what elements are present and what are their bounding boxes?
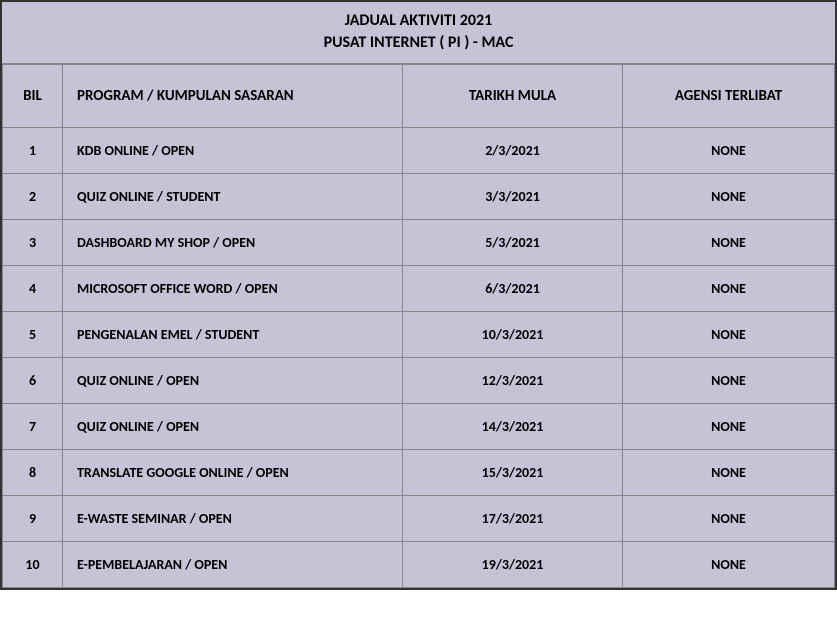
cell-bil: 3 (3, 219, 63, 265)
cell-program: QUIZ ONLINE / STUDENT (63, 173, 403, 219)
cell-program: TRANSLATE GOOGLE ONLINE / OPEN (63, 449, 403, 495)
table-row: 10 E-PEMBELAJARAN / OPEN 19/3/2021 NONE (3, 541, 835, 587)
header-bil: BIL (3, 64, 63, 127)
cell-agensi: NONE (623, 265, 835, 311)
cell-tarikh: 10/3/2021 (403, 311, 623, 357)
cell-program: KDB ONLINE / OPEN (63, 127, 403, 173)
cell-bil: 6 (3, 357, 63, 403)
table-row: 4 MICROSOFT OFFICE WORD / OPEN 6/3/2021 … (3, 265, 835, 311)
title-line-1: JADUAL AKTIVITI 2021 (2, 10, 835, 32)
header-tarikh: TARIKH MULA (403, 64, 623, 127)
cell-tarikh: 17/3/2021 (403, 495, 623, 541)
cell-tarikh: 19/3/2021 (403, 541, 623, 587)
cell-tarikh: 6/3/2021 (403, 265, 623, 311)
cell-agensi: NONE (623, 219, 835, 265)
cell-bil: 9 (3, 495, 63, 541)
cell-agensi: NONE (623, 311, 835, 357)
header-agensi: AGENSI TERLIBAT (623, 64, 835, 127)
table-row: 8 TRANSLATE GOOGLE ONLINE / OPEN 15/3/20… (3, 449, 835, 495)
cell-bil: 8 (3, 449, 63, 495)
cell-program: QUIZ ONLINE / OPEN (63, 357, 403, 403)
cell-tarikh: 12/3/2021 (403, 357, 623, 403)
cell-bil: 4 (3, 265, 63, 311)
table-title: JADUAL AKTIVITI 2021 PUSAT INTERNET ( PI… (2, 2, 835, 64)
cell-program: QUIZ ONLINE / OPEN (63, 403, 403, 449)
cell-tarikh: 14/3/2021 (403, 403, 623, 449)
schedule-table: BIL PROGRAM / KUMPULAN SASARAN TARIKH MU… (2, 64, 835, 588)
table-row: 2 QUIZ ONLINE / STUDENT 3/3/2021 NONE (3, 173, 835, 219)
table-body: 1 KDB ONLINE / OPEN 2/3/2021 NONE 2 QUIZ… (3, 127, 835, 587)
cell-agensi: NONE (623, 541, 835, 587)
title-line-2: PUSAT INTERNET ( PI ) - MAC (2, 32, 835, 54)
cell-bil: 1 (3, 127, 63, 173)
cell-program: E-PEMBELAJARAN / OPEN (63, 541, 403, 587)
activity-schedule-table: JADUAL AKTIVITI 2021 PUSAT INTERNET ( PI… (0, 0, 837, 590)
cell-agensi: NONE (623, 403, 835, 449)
cell-agensi: NONE (623, 357, 835, 403)
table-row: 5 PENGENALAN EMEL / STUDENT 10/3/2021 NO… (3, 311, 835, 357)
cell-agensi: NONE (623, 495, 835, 541)
cell-agensi: NONE (623, 173, 835, 219)
cell-tarikh: 15/3/2021 (403, 449, 623, 495)
cell-program: E-WASTE SEMINAR / OPEN (63, 495, 403, 541)
table-row: 1 KDB ONLINE / OPEN 2/3/2021 NONE (3, 127, 835, 173)
cell-tarikh: 2/3/2021 (403, 127, 623, 173)
cell-bil: 10 (3, 541, 63, 587)
cell-agensi: NONE (623, 127, 835, 173)
table-row: 7 QUIZ ONLINE / OPEN 14/3/2021 NONE (3, 403, 835, 449)
cell-program: MICROSOFT OFFICE WORD / OPEN (63, 265, 403, 311)
cell-program: PENGENALAN EMEL / STUDENT (63, 311, 403, 357)
table-row: 9 E-WASTE SEMINAR / OPEN 17/3/2021 NONE (3, 495, 835, 541)
table-row: 6 QUIZ ONLINE / OPEN 12/3/2021 NONE (3, 357, 835, 403)
cell-program: DASHBOARD MY SHOP / OPEN (63, 219, 403, 265)
table-row: 3 DASHBOARD MY SHOP / OPEN 5/3/2021 NONE (3, 219, 835, 265)
cell-bil: 5 (3, 311, 63, 357)
header-program: PROGRAM / KUMPULAN SASARAN (63, 64, 403, 127)
cell-bil: 7 (3, 403, 63, 449)
cell-bil: 2 (3, 173, 63, 219)
header-row: BIL PROGRAM / KUMPULAN SASARAN TARIKH MU… (3, 64, 835, 127)
cell-agensi: NONE (623, 449, 835, 495)
cell-tarikh: 3/3/2021 (403, 173, 623, 219)
cell-tarikh: 5/3/2021 (403, 219, 623, 265)
